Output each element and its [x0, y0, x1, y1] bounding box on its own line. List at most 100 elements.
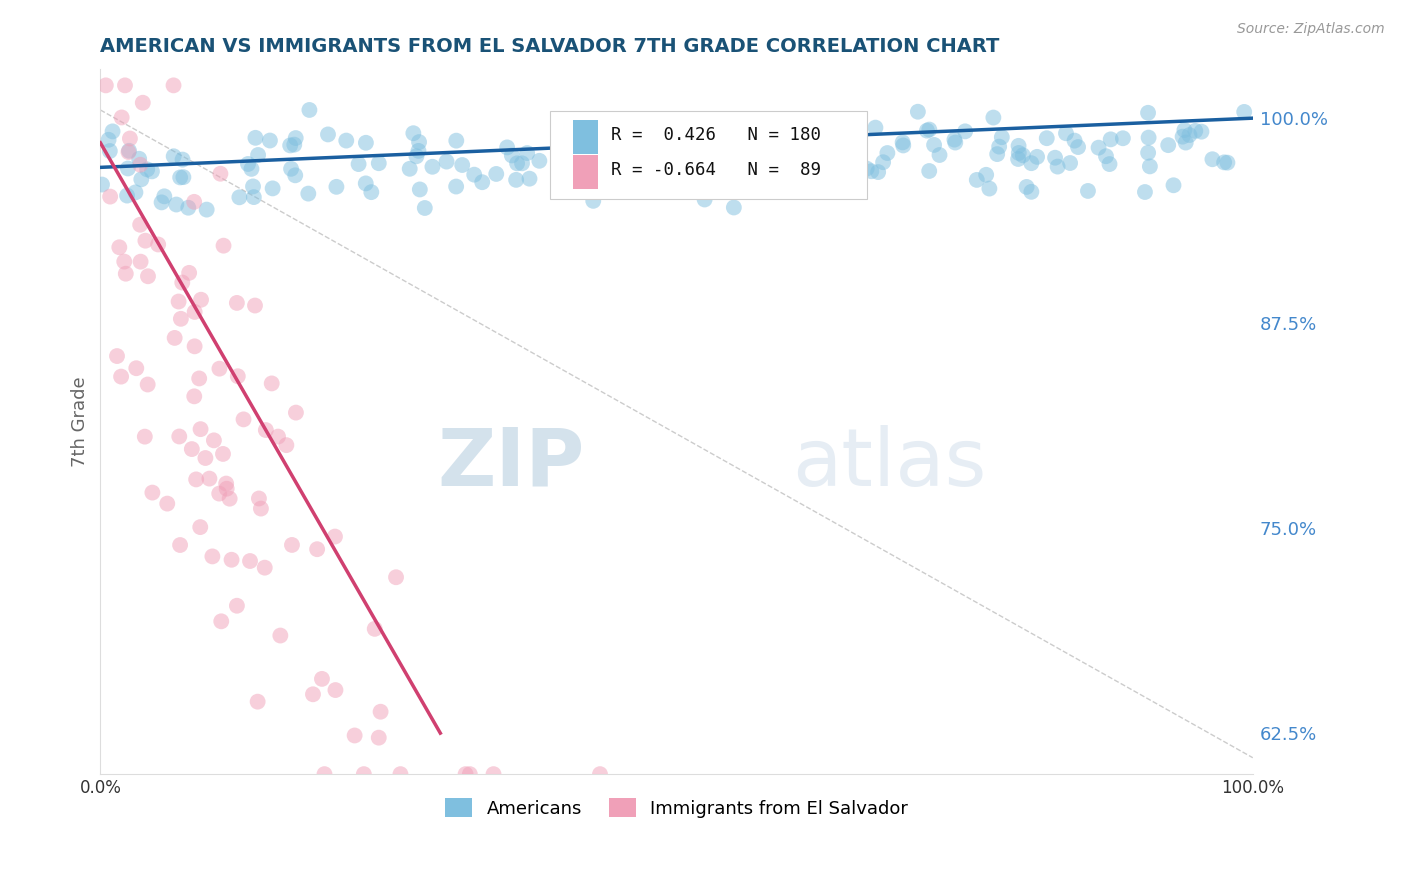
Americans: [501, 148, 523, 162]
Americans: [979, 181, 1001, 195]
Americans: [617, 156, 640, 170]
Text: atlas: atlas: [792, 425, 986, 503]
Text: R =  0.426   N = 180: R = 0.426 N = 180: [610, 126, 821, 144]
Americans: [723, 201, 745, 215]
Immigrants from El Salvador: [281, 538, 304, 552]
Immigrants from El Salvador: [167, 294, 190, 309]
Immigrants from El Salvador: [112, 254, 135, 268]
Immigrants from El Salvador: [325, 683, 347, 698]
Americans: [228, 190, 250, 204]
Americans: [623, 155, 645, 169]
Americans: [1035, 131, 1057, 145]
Immigrants from El Salvador: [254, 423, 277, 437]
Americans: [710, 176, 733, 190]
Americans: [1026, 150, 1049, 164]
Immigrants from El Salvador: [343, 729, 366, 743]
Americans: [943, 133, 966, 147]
Americans: [666, 178, 689, 193]
Americans: [510, 156, 533, 170]
Immigrants from El Salvador: [162, 78, 184, 93]
Americans: [284, 131, 307, 145]
Americans: [1077, 184, 1099, 198]
Americans: [769, 160, 792, 174]
Americans: [876, 146, 898, 161]
Americans: [446, 134, 468, 148]
Americans: [519, 171, 541, 186]
Immigrants from El Salvador: [190, 422, 212, 436]
Americans: [117, 161, 139, 176]
Americans: [1011, 148, 1033, 162]
Americans: [1067, 140, 1090, 154]
Americans: [1021, 185, 1043, 199]
Americans: [1095, 149, 1118, 163]
Text: Source: ZipAtlas.com: Source: ZipAtlas.com: [1237, 22, 1385, 37]
Americans: [872, 155, 894, 169]
Americans: [316, 128, 339, 142]
Americans: [408, 135, 430, 149]
Americans: [692, 168, 714, 182]
Americans: [620, 175, 643, 189]
Americans: [1171, 129, 1194, 144]
Americans: [567, 141, 589, 155]
Immigrants from El Salvador: [186, 472, 208, 486]
Americans: [471, 175, 494, 189]
Americans: [1137, 130, 1160, 145]
Americans: [1178, 128, 1201, 142]
Americans: [101, 124, 124, 138]
Immigrants from El Salvador: [129, 218, 152, 232]
Americans: [242, 179, 264, 194]
Immigrants from El Salvador: [198, 472, 221, 486]
Americans: [172, 170, 194, 185]
Americans: [128, 152, 150, 166]
Americans: [141, 164, 163, 178]
Immigrants from El Salvador: [183, 339, 205, 353]
Immigrants from El Salvador: [302, 687, 325, 701]
Legend: Americans, Immigrants from El Salvador: Americans, Immigrants from El Salvador: [437, 791, 915, 825]
Americans: [284, 169, 307, 183]
Immigrants from El Salvador: [208, 486, 231, 500]
Americans: [868, 165, 890, 179]
Americans: [1137, 145, 1160, 160]
Americans: [848, 157, 870, 171]
Americans: [634, 136, 657, 150]
Immigrants from El Salvador: [239, 554, 262, 568]
Americans: [1139, 160, 1161, 174]
Americans: [297, 186, 319, 201]
Americans: [444, 179, 467, 194]
Americans: [703, 120, 725, 135]
Americans: [1173, 123, 1195, 137]
Text: ZIP: ZIP: [437, 425, 585, 503]
Americans: [436, 154, 458, 169]
Americans: [1213, 155, 1236, 169]
Immigrants from El Salvador: [180, 442, 202, 456]
Immigrants from El Salvador: [247, 491, 270, 506]
Americans: [354, 177, 377, 191]
Americans: [1063, 134, 1085, 148]
Immigrants from El Salvador: [188, 520, 211, 534]
FancyBboxPatch shape: [550, 112, 866, 200]
Americans: [713, 155, 735, 169]
Immigrants from El Salvador: [454, 767, 477, 781]
Americans: [574, 166, 596, 180]
Americans: [780, 123, 803, 137]
Americans: [422, 160, 444, 174]
Immigrants from El Salvador: [364, 622, 387, 636]
Americans: [169, 170, 191, 185]
Americans: [153, 189, 176, 203]
Americans: [1007, 152, 1029, 166]
Americans: [1174, 136, 1197, 150]
Americans: [124, 186, 146, 200]
Americans: [1021, 156, 1043, 170]
Immigrants from El Salvador: [370, 705, 392, 719]
Immigrants from El Salvador: [269, 628, 291, 642]
Immigrants from El Salvador: [148, 237, 170, 252]
Bar: [572, 120, 598, 153]
Americans: [347, 157, 370, 171]
Americans: [163, 149, 186, 163]
Americans: [846, 160, 869, 174]
Immigrants from El Salvador: [458, 767, 481, 781]
Americans: [1163, 178, 1185, 193]
Americans: [1133, 185, 1156, 199]
Americans: [1157, 138, 1180, 153]
Immigrants from El Salvador: [226, 369, 249, 384]
